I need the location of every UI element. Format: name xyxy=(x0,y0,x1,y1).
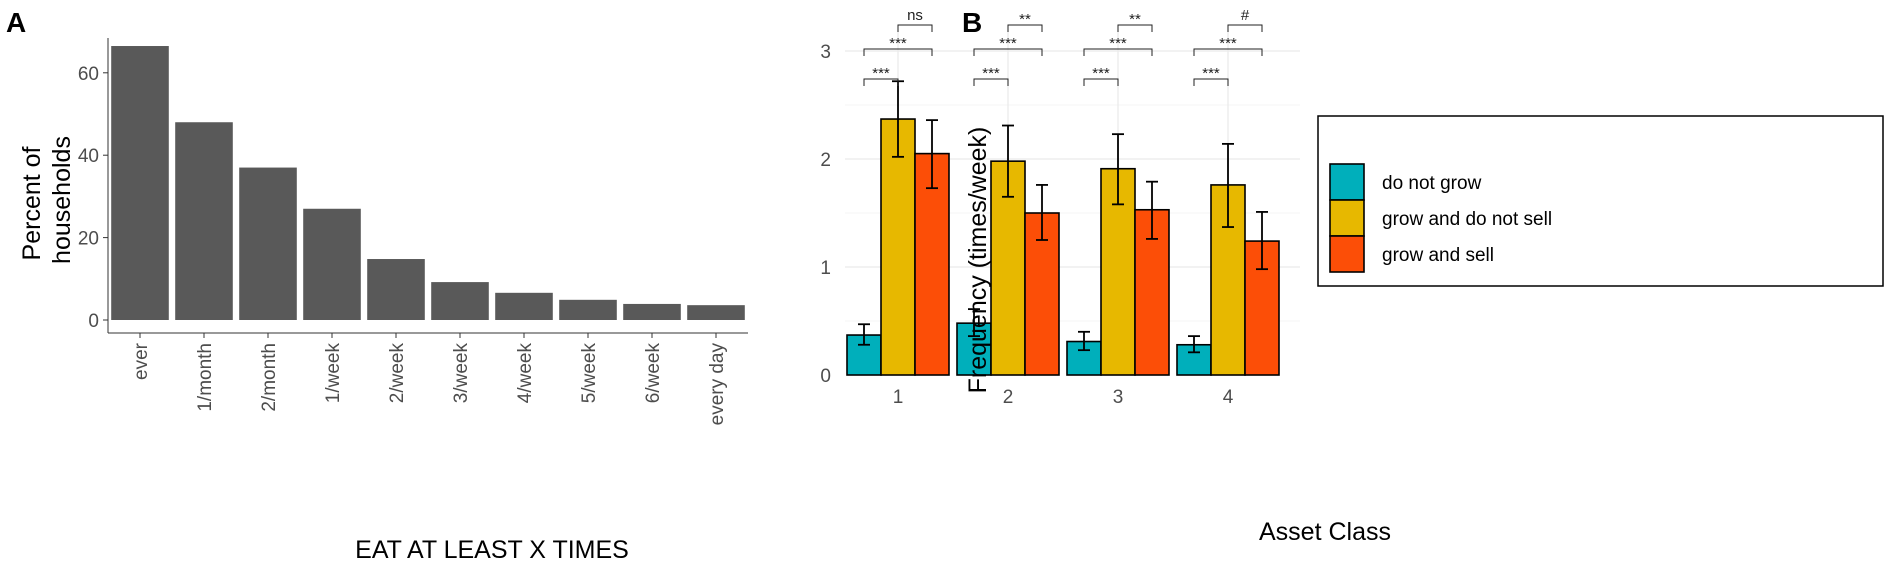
panel-a-y-tick-label: 0 xyxy=(88,311,99,332)
panel-a-bar xyxy=(559,299,617,320)
panel-b-significance-bracket xyxy=(863,78,899,86)
panel-b-significance-label: ns xyxy=(907,7,923,24)
panel-b-y-tick-label: 0 xyxy=(820,366,831,387)
panel-b-x-tick-label: 3 xyxy=(1113,387,1124,408)
panel-b-significance-bracket xyxy=(1193,48,1263,56)
panel-b-significance-label: *** xyxy=(982,65,1000,82)
panel-a-bar xyxy=(111,46,169,321)
panel-a-x-tick-label: 6/week xyxy=(643,343,664,404)
panel-b-significance-label: *** xyxy=(889,35,907,52)
panel-b-significance-bracket xyxy=(1007,24,1043,32)
panel-a-bar xyxy=(623,303,681,320)
panel-a-bar xyxy=(303,208,361,320)
panel-a-y-title-line-1: Percent of xyxy=(18,146,46,260)
panel-a-bar xyxy=(495,292,553,320)
panel-b-significance-bracket xyxy=(973,78,1009,86)
panel-b-significance-bracket xyxy=(1083,48,1153,56)
panel-a-x-tick-label: 4/week xyxy=(515,343,536,404)
panel-a-bar xyxy=(239,167,297,320)
panel-b-significance-label: *** xyxy=(1202,65,1220,82)
panel-a-bar xyxy=(175,122,233,321)
panel-a-x-tick-label: 3/week xyxy=(451,343,472,404)
panel-a-letter: A xyxy=(6,7,26,38)
panel-b-legend-label: do not grow xyxy=(1382,173,1482,194)
panel-b-bar xyxy=(1066,340,1102,376)
panel-a-x-tick-label: 2/month xyxy=(259,343,280,412)
panel-b-y-tick-label: 2 xyxy=(820,150,831,171)
panel-b-significance-bracket xyxy=(897,24,933,32)
panel-a-y-tick-label: 60 xyxy=(78,64,99,85)
panel-b-significance-bracket xyxy=(1193,78,1229,86)
panel-a-bar xyxy=(687,305,745,320)
panel-b-significance-label: *** xyxy=(1109,35,1127,52)
panel-b-x-tick-label: 1 xyxy=(893,387,904,408)
panel-b-significance-bracket xyxy=(1117,24,1153,32)
panel-a-y-tick-label: 20 xyxy=(78,229,99,250)
panel-b-legend: do not grow grow and do not sell grow and … xyxy=(1317,115,1884,287)
panel-b-y-tick-label: 1 xyxy=(820,258,831,279)
panel-b-legend-swatch xyxy=(1329,235,1365,273)
panel-b-x-tick-label: 4 xyxy=(1223,387,1234,408)
panel-b-significance-label: *** xyxy=(1219,35,1237,52)
panel-a-chart: 0 20 40 60 ever 1/month 2/month 1/week 2/week 3/w… xyxy=(78,38,748,425)
panel-b-legend-box xyxy=(1317,115,1884,287)
panel-b-x-axis-title: Asset Class xyxy=(1259,518,1391,546)
panel-a-bar xyxy=(367,259,425,320)
panel-b-bar xyxy=(1134,208,1170,376)
panel-b-significance-bracket xyxy=(973,48,1043,56)
panel-a-bar xyxy=(431,282,489,320)
panel-a-x-tick-label: 1/week xyxy=(323,343,344,404)
panel-b-bar xyxy=(1100,167,1136,376)
panel-b-legend-swatch xyxy=(1329,163,1365,201)
panel-b-letter: B xyxy=(962,7,982,38)
panel-b-significance-label: *** xyxy=(999,35,1017,52)
panel-a-y-axis-title: Percent of households xyxy=(18,136,76,264)
panel-b-significance-label: *** xyxy=(1092,65,1110,82)
panel-b-significance-label: *** xyxy=(872,65,890,82)
panel-a-x-axis-title: EAT AT LEAST X TIMES xyxy=(355,536,629,564)
panel-b-legend-swatch xyxy=(1329,199,1365,237)
panel-b-x-tick-label: 2 xyxy=(1003,387,1014,408)
panel-a-x-tick-label: 1/month xyxy=(195,343,216,412)
panel-a-y-tick-label: 40 xyxy=(78,146,99,167)
panel-a-x-tick-label: 5/week xyxy=(579,343,600,404)
panel-b-significance-bracket xyxy=(1083,78,1119,86)
panel-b-significance-bracket xyxy=(1227,24,1263,32)
panel-b-legend-label: grow and do not sell xyxy=(1382,209,1552,230)
panel-b-y-axis-title: Frequency (times/week) xyxy=(964,127,992,394)
panel-a-y-title-line-2: households xyxy=(48,136,76,264)
panel-a-x-tick-label: 2/week xyxy=(387,343,408,404)
panel-b-significance-label: ** xyxy=(1129,11,1141,28)
panel-b-legend-label: grow and sell xyxy=(1382,245,1494,266)
panel-b-bar xyxy=(914,152,950,376)
panel-b-y-tick-label: 3 xyxy=(820,42,831,63)
panel-a-x-tick-label: every day xyxy=(707,343,728,426)
panel-b-significance-label: # xyxy=(1241,7,1250,24)
panel-b-significance-bracket xyxy=(863,48,933,56)
panel-b-significance-label: ** xyxy=(1019,11,1031,28)
panel-a-x-tick-label: ever xyxy=(131,342,152,380)
